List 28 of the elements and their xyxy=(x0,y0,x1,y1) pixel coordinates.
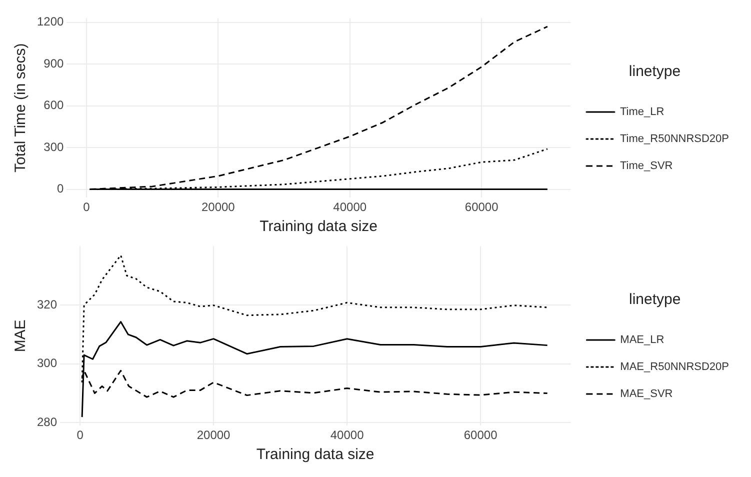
x-tick-label: 0 xyxy=(83,200,90,214)
x-axis-title: Training data size xyxy=(260,218,378,236)
legend-label: Time_LR xyxy=(620,106,664,118)
y-tick-label: 0 xyxy=(57,182,64,196)
y-tick-label: 280 xyxy=(36,414,58,429)
x-tick-label: 20000 xyxy=(201,200,236,214)
legend-title: linetype xyxy=(628,291,681,308)
x-tick-label: 60000 xyxy=(464,428,498,442)
legend-title: linetype xyxy=(628,63,681,80)
y-tick-label: 600 xyxy=(44,98,64,112)
y-tick-label: 320 xyxy=(36,297,58,312)
legend-label: Time_R50NNRSD20P xyxy=(620,133,730,146)
y-tick-label: 1200 xyxy=(36,14,64,29)
legend-label: MAE_LR xyxy=(620,334,664,346)
x-axis-title: Training data size xyxy=(256,446,374,464)
y-tick-label: 300 xyxy=(44,140,64,154)
x-tick-label: 40000 xyxy=(330,428,364,442)
legend-label: MAE_SVR xyxy=(620,388,673,400)
legend-label: MAE_R50NNRSD20P xyxy=(620,361,730,374)
y-tick-label: 900 xyxy=(44,56,64,70)
y-axis-title: Total Time (in secs) xyxy=(12,43,30,172)
x-tick-label: 60000 xyxy=(464,200,499,214)
legend-label: Time_SVR xyxy=(620,160,673,172)
x-tick-label: 0 xyxy=(76,428,84,442)
y-axis-title: MAE xyxy=(12,320,30,352)
y-tick-label: 300 xyxy=(36,356,58,370)
x-tick-label: 40000 xyxy=(333,200,367,214)
x-tick-label: 20000 xyxy=(196,428,231,442)
